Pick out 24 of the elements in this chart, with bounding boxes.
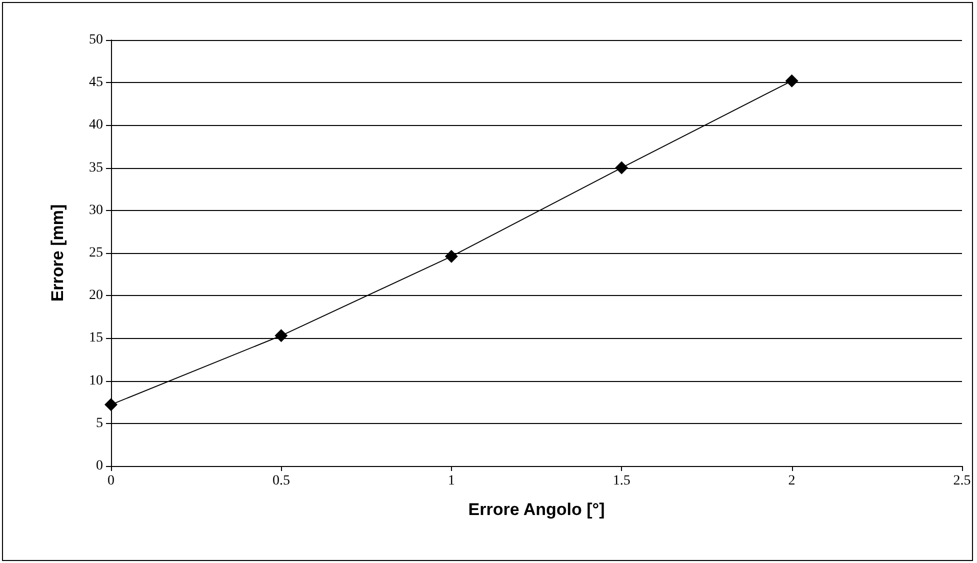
x-tick-label: 2.5 bbox=[953, 474, 971, 488]
y-tick-label: 35 bbox=[89, 160, 103, 176]
y-tick-label: 15 bbox=[89, 330, 103, 346]
x-tick-label: 2 bbox=[788, 474, 796, 488]
x-tick-label: 0.5 bbox=[272, 474, 290, 488]
y-tick-label: 0 bbox=[96, 458, 103, 474]
y-tick-label: 30 bbox=[89, 202, 103, 218]
y-tick-label: 25 bbox=[89, 246, 103, 260]
y-tick-label: 20 bbox=[89, 288, 103, 304]
point bbox=[274, 329, 288, 342]
y-axis-title: Errore [mm] bbox=[48, 204, 67, 302]
point bbox=[615, 161, 628, 174]
point bbox=[104, 398, 118, 412]
y-tick-label: 50 bbox=[89, 32, 103, 48]
x-tick-label: 0 bbox=[108, 474, 114, 488]
y-tick-label: 40 bbox=[89, 118, 103, 133]
point bbox=[785, 74, 798, 88]
x-axis-title: Errore Angolo [°] bbox=[468, 500, 605, 519]
x-tick-label: 1.5 bbox=[612, 474, 630, 488]
y-tick-label: 10 bbox=[89, 373, 103, 388]
y-tick-label: 45 bbox=[89, 75, 103, 90]
point bbox=[444, 250, 458, 263]
y-tick-label: 5 bbox=[96, 416, 103, 431]
x-tick-label: 1 bbox=[448, 474, 455, 488]
